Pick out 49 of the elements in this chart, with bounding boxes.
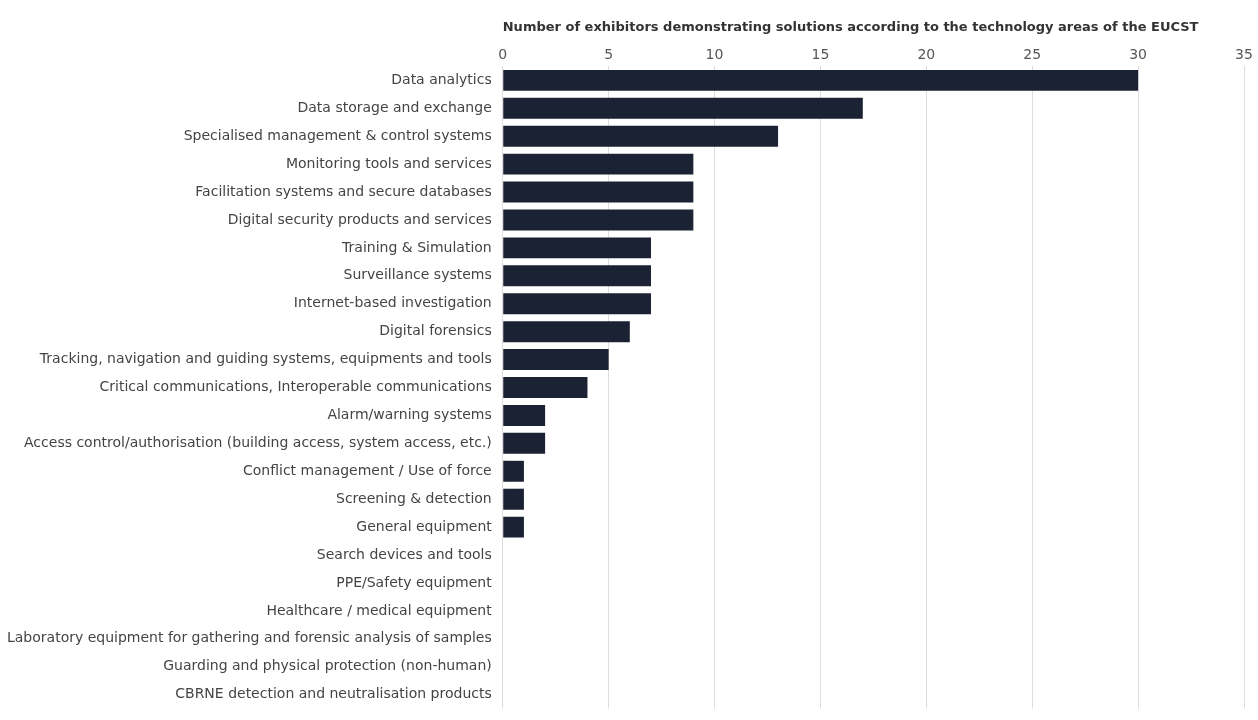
y-tick-label: Facilitation systems and secure databases (195, 182, 492, 199)
x-tick-label: 10 (705, 45, 724, 62)
bar (503, 432, 546, 454)
x-tick-label: 5 (604, 45, 614, 62)
y-tick-label: Search devices and tools (316, 545, 492, 562)
x-tick-label: 0 (498, 45, 508, 62)
y-tick-label: Critical communications, Interoperable communications (99, 378, 492, 395)
x-tick-label: 30 (1129, 45, 1148, 62)
y-tick-label: Conflict management / Use of force (242, 461, 492, 478)
x-tick-label: 35 (1235, 45, 1253, 62)
y-tick-label: Monitoring tools and services (285, 154, 492, 171)
bar (503, 237, 651, 259)
y-tick-label: Tracking, navigation and guiding systems, equipments and tools (38, 350, 492, 367)
y-tick-label: Training & Simulation (341, 238, 492, 255)
bar (503, 377, 588, 398)
bar (503, 125, 779, 147)
bar (503, 209, 694, 231)
y-tick-label: Alarm/warning systems (327, 406, 492, 423)
y-tick-label: Specialised management & control systems (183, 126, 492, 143)
x-tick-label: 15 (811, 45, 830, 62)
y-tick-label: Healthcare / medical equipment (266, 601, 493, 618)
y-tick-label: Laboratory equipment for gathering and forensic analysis of samples (6, 629, 492, 646)
y-tick-label: Internet-based investigation (293, 294, 492, 311)
y-tick-label: Digital forensics (379, 322, 492, 339)
y-tick-label: Surveillance systems (343, 266, 492, 283)
y-tick-label: Digital security products and services (227, 210, 492, 227)
y-tick-label: Access control/authorisation (building access, system access, etc.) (24, 433, 492, 450)
y-tick-label: Guarding and physical protection (non-human) (163, 657, 492, 674)
bar (503, 404, 546, 426)
bar (503, 349, 609, 371)
bar (503, 97, 863, 119)
x-tick-label: 25 (1023, 45, 1042, 62)
y-tick-label: CBRNE detection and neutralisation products (175, 685, 492, 702)
bar (503, 516, 524, 538)
y-tick-label: Data analytics (391, 71, 492, 87)
y-tick-label: Data storage and exchange (297, 98, 492, 115)
bar (503, 488, 524, 510)
bar (503, 321, 630, 343)
x-tick-label: 20 (917, 45, 936, 62)
bar (503, 153, 694, 175)
chart-title: Number of exhibitors demonstrating solutions according to the technology areas of the EUCST (502, 19, 1199, 35)
y-tick-label: PPE/Safety equipment (336, 573, 493, 590)
bar (503, 69, 1139, 91)
bar (503, 293, 651, 315)
y-tick-label: Screening & detection (336, 489, 492, 506)
bar (503, 181, 694, 203)
y-tick-label: General equipment (356, 517, 493, 534)
bar (503, 265, 651, 287)
bar (503, 460, 524, 482)
